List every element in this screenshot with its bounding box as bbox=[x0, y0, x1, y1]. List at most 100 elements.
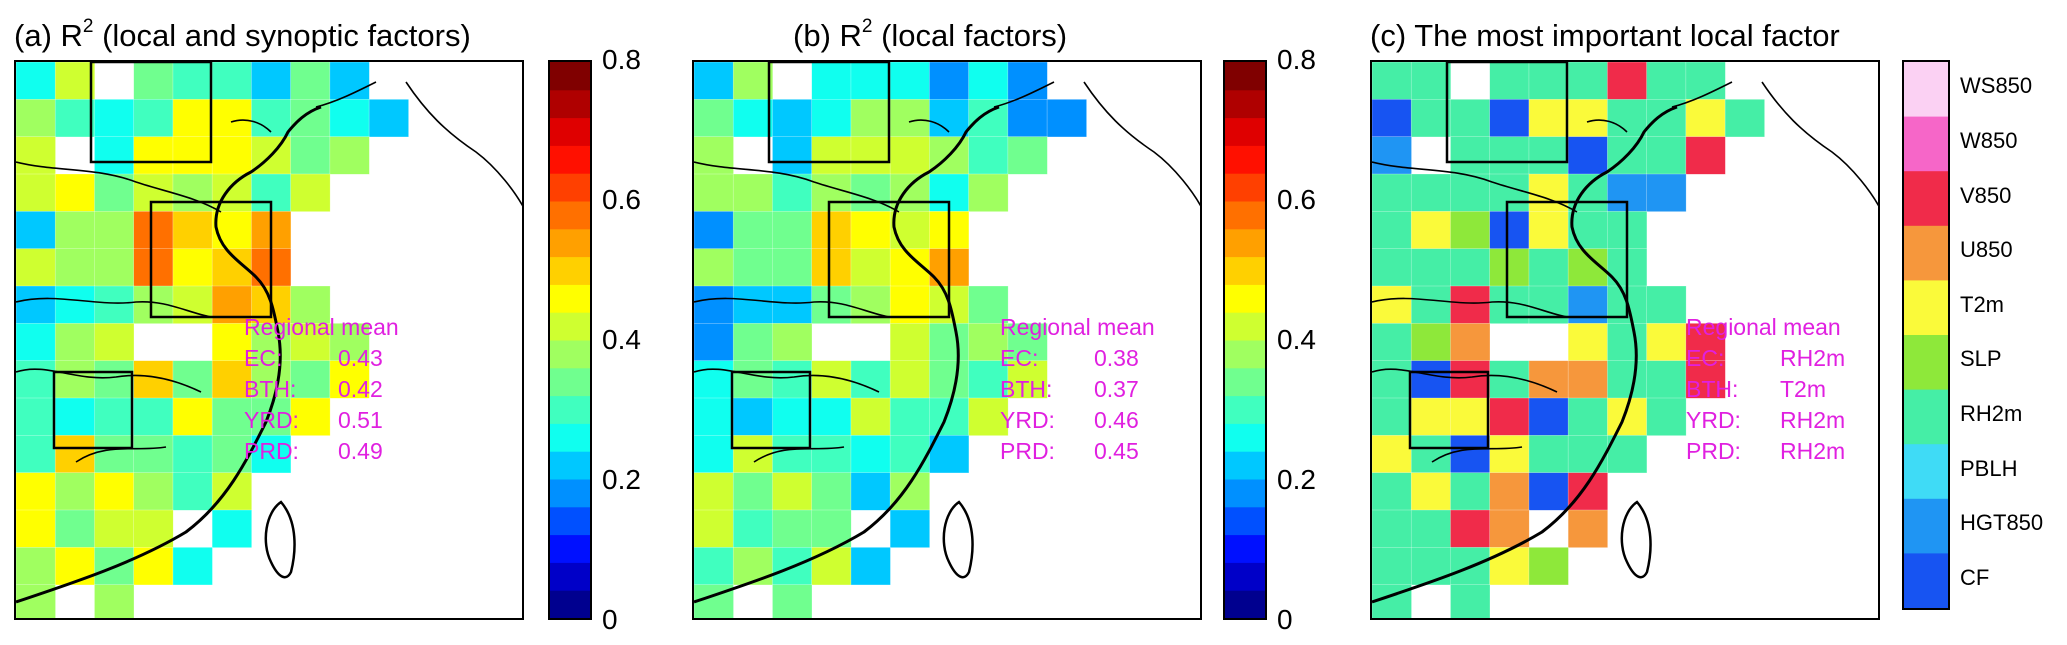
yrd-region-box bbox=[1505, 200, 1629, 319]
colorbar-segment bbox=[550, 284, 590, 313]
grid-cell bbox=[1528, 360, 1569, 399]
prd-region-box bbox=[52, 370, 134, 450]
grid-cell bbox=[133, 62, 174, 100]
colorbar-svg bbox=[1225, 62, 1265, 618]
province-border bbox=[1586, 119, 1628, 133]
colorbar-segment bbox=[1225, 89, 1265, 119]
grid-cell bbox=[772, 285, 813, 324]
grid-cell bbox=[54, 211, 96, 250]
cbar-b-tick-0.8: 0.8 bbox=[1277, 44, 1316, 75]
map-svg bbox=[694, 62, 1200, 618]
grid-cell bbox=[94, 99, 135, 138]
grid-cell bbox=[16, 99, 56, 138]
panel-c-map bbox=[1370, 60, 1880, 620]
grid-cell bbox=[1372, 472, 1412, 511]
province-border bbox=[16, 161, 222, 213]
colorbar-segment bbox=[1225, 395, 1265, 424]
province-border bbox=[315, 81, 377, 108]
grid-cell bbox=[1372, 360, 1412, 399]
grid-cell bbox=[54, 435, 96, 474]
grid-cell bbox=[811, 397, 852, 436]
annot-row-ec: EC: 0.43 bbox=[244, 345, 383, 371]
grid-cell bbox=[1489, 136, 1530, 175]
grid-cell bbox=[16, 173, 56, 212]
grid-cell bbox=[694, 509, 734, 548]
grid-cell bbox=[694, 435, 734, 474]
category-swatch bbox=[1904, 116, 1948, 172]
grid-cell bbox=[1372, 435, 1412, 474]
grid-cell bbox=[732, 285, 774, 324]
grid-cell bbox=[16, 509, 56, 548]
grid-cell bbox=[133, 435, 174, 474]
grid-cell bbox=[1646, 62, 1687, 100]
grid-cell bbox=[16, 435, 56, 474]
colorbar-segment bbox=[1225, 367, 1265, 397]
grid-cell bbox=[251, 62, 292, 100]
grid-cell bbox=[850, 435, 891, 474]
grid-cell bbox=[1567, 509, 1608, 548]
category-colorbar-svg bbox=[1904, 62, 1948, 608]
panel-b-regional-mean: Regional mean EC: 0.38 BTH: 0.37 YRD: 0.46 … bbox=[1000, 312, 1155, 467]
colorbar-segment bbox=[1225, 228, 1265, 258]
grid-cell bbox=[1724, 99, 1765, 138]
grid-cell bbox=[1410, 173, 1452, 212]
grid-cell bbox=[1450, 472, 1491, 511]
grid-cell bbox=[133, 248, 174, 287]
grid-cell bbox=[1685, 323, 1726, 362]
colorbar-segment bbox=[1225, 117, 1265, 146]
bth-region-box bbox=[1445, 62, 1569, 164]
grid-cell bbox=[1450, 360, 1491, 399]
grid-cell bbox=[1410, 435, 1452, 474]
grid-cell bbox=[1528, 136, 1569, 175]
colorbar-segment bbox=[550, 145, 590, 174]
province-border bbox=[908, 119, 950, 133]
panel-a-colorbar bbox=[548, 60, 592, 620]
grid-cell bbox=[16, 323, 56, 362]
grid-cell bbox=[1607, 360, 1648, 399]
taiwan-island bbox=[1620, 500, 1652, 579]
grid-cell bbox=[850, 136, 891, 175]
grid-cell bbox=[54, 323, 96, 362]
grid-cell bbox=[54, 99, 96, 138]
grid-cell bbox=[1007, 62, 1048, 100]
grid-cell bbox=[16, 472, 56, 511]
grid-cell bbox=[694, 136, 734, 175]
grid-cell bbox=[929, 360, 970, 399]
grid-cell bbox=[211, 472, 252, 511]
grid-cell bbox=[732, 173, 774, 212]
grid-cell bbox=[172, 547, 213, 586]
grid-cell bbox=[1646, 323, 1687, 362]
colorbar-segment bbox=[550, 89, 590, 119]
category-swatch bbox=[1904, 498, 1948, 554]
grid-cell bbox=[694, 472, 734, 511]
category-swatch bbox=[1904, 280, 1948, 336]
panel-b-colorbar bbox=[1223, 60, 1267, 620]
grid-cell bbox=[889, 509, 930, 548]
grid-cell bbox=[694, 248, 734, 287]
grid-cell bbox=[1450, 397, 1491, 436]
grid-cell bbox=[1567, 435, 1608, 474]
colorbar-segment bbox=[1225, 201, 1265, 230]
province-border bbox=[16, 368, 202, 393]
grid-cell bbox=[1646, 173, 1687, 212]
grid-cell bbox=[1528, 211, 1569, 250]
grid-cell bbox=[1372, 99, 1412, 138]
grid-cell bbox=[329, 360, 370, 399]
grid-cell bbox=[929, 323, 970, 362]
annot-row-yrd: YRD: 0.46 bbox=[1000, 407, 1139, 433]
grid-cell bbox=[133, 547, 174, 586]
grid-cell bbox=[1450, 211, 1491, 250]
grid-cell bbox=[172, 173, 213, 212]
grid-cell bbox=[889, 397, 930, 436]
grid-cell bbox=[772, 360, 813, 399]
grid-cell bbox=[211, 435, 252, 474]
grid-cell bbox=[251, 99, 292, 138]
grid-cell bbox=[94, 323, 135, 362]
grid-cell bbox=[1528, 547, 1569, 586]
grid-cell bbox=[1489, 62, 1530, 100]
grid-cell bbox=[968, 62, 1009, 100]
grid-cell bbox=[94, 435, 135, 474]
grid-cell bbox=[94, 248, 135, 287]
grid-cell bbox=[889, 472, 930, 511]
grid-cell bbox=[1489, 472, 1530, 511]
